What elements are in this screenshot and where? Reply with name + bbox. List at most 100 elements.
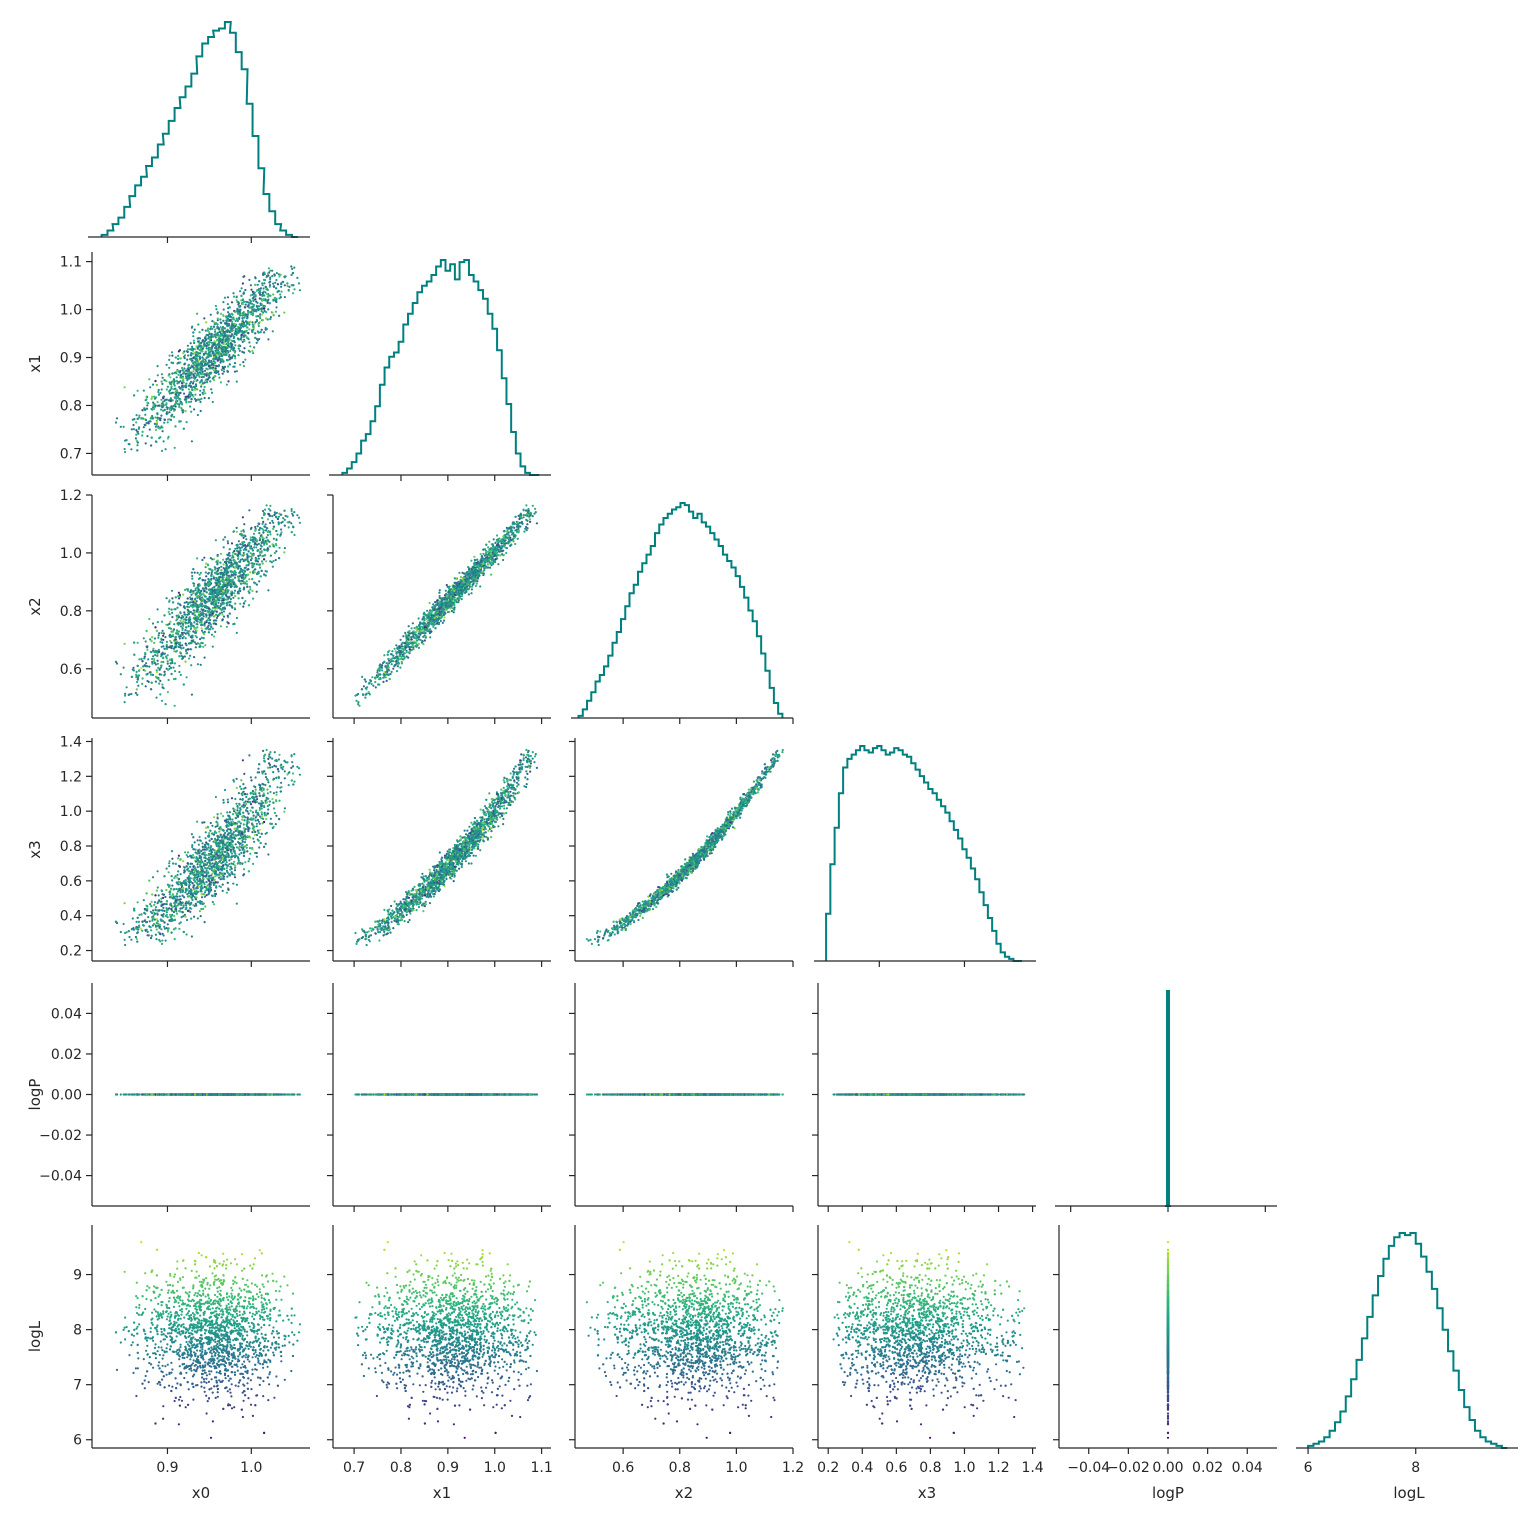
scatter-point: [372, 685, 374, 687]
scatter-point: [199, 371, 201, 373]
scatter-point: [201, 630, 203, 632]
scatter-point: [265, 549, 267, 551]
scatter-point: [232, 324, 234, 326]
scatter-point: [239, 338, 241, 340]
scatter-point: [159, 417, 161, 419]
scatter-point: [226, 384, 228, 386]
scatter-point: [267, 296, 269, 298]
scatter-point: [268, 281, 270, 283]
scatter-point: [292, 272, 294, 274]
scatter-point: [184, 661, 186, 663]
scatter-point: [149, 386, 151, 388]
scatter-point: [202, 579, 204, 581]
scatter-point: [202, 340, 204, 342]
scatter-point: [183, 350, 185, 352]
scatter-point: [160, 409, 162, 411]
scatter-point: [180, 374, 182, 376]
scatter-point: [229, 319, 231, 321]
scatter-point: [238, 330, 240, 332]
scatter-point: [185, 401, 187, 403]
scatter-point: [220, 572, 222, 574]
scatter-point: [258, 338, 260, 340]
scatter-point: [200, 410, 202, 412]
scatter-point: [232, 582, 234, 584]
scatter-point: [243, 602, 245, 604]
scatter-point: [216, 326, 218, 328]
scatter-point: [236, 296, 238, 298]
scatter-point: [275, 530, 277, 532]
scatter-point: [232, 574, 234, 576]
scatter-point: [179, 398, 181, 400]
scatter-point: [249, 586, 251, 588]
scatter-point: [186, 369, 188, 371]
scatter-point: [262, 292, 264, 294]
panel-x2-vs-x1: [327, 495, 551, 724]
scatter-point: [146, 630, 148, 632]
scatter-point: [262, 562, 264, 564]
scatter-point: [202, 600, 204, 602]
scatter-point: [249, 545, 251, 547]
scatter-point: [187, 395, 189, 397]
scatter-point: [142, 677, 144, 679]
scatter-point: [176, 376, 178, 378]
scatter-point: [231, 594, 233, 596]
scatter-point: [183, 428, 185, 430]
scatter-point: [232, 349, 234, 351]
scatter-point: [185, 637, 187, 639]
scatter-point: [227, 542, 229, 544]
scatter-point: [239, 350, 241, 352]
scatter-point: [239, 574, 241, 576]
scatter-point: [266, 536, 268, 538]
scatter-point: [277, 283, 279, 285]
scatter-point: [190, 401, 192, 403]
scatter-point: [262, 539, 264, 541]
scatter-point: [239, 543, 241, 545]
scatter-point: [222, 607, 224, 609]
scatter-point: [162, 401, 164, 403]
scatter-point: [237, 558, 239, 560]
scatter-point: [242, 516, 244, 518]
scatter-point: [206, 598, 208, 600]
scatter-point: [206, 357, 208, 359]
scatter-point: [145, 419, 147, 421]
scatter-point: [261, 517, 263, 519]
scatter-point: [270, 316, 272, 318]
scatter-point: [166, 641, 168, 643]
scatter-point: [292, 284, 294, 286]
scatter-point: [216, 570, 218, 572]
scatter-point: [196, 366, 198, 368]
scatter-point: [206, 372, 208, 374]
scatter-point: [216, 611, 218, 613]
scatter-point: [197, 372, 199, 374]
scatter-point: [163, 632, 165, 634]
scatter-point: [205, 588, 207, 590]
scatter-point: [193, 590, 195, 592]
scatter-point: [263, 558, 265, 560]
scatter-point: [275, 299, 277, 301]
scatter-point: [174, 705, 176, 707]
scatter-point: [169, 389, 171, 391]
scatter-point: [242, 361, 244, 363]
scatter-point: [205, 615, 207, 617]
scatter-point: [252, 300, 254, 302]
scatter-point: [220, 603, 222, 605]
scatter-point: [293, 288, 295, 290]
scatter-point: [247, 555, 249, 557]
scatter-point: [160, 674, 162, 676]
scatter-point: [191, 394, 193, 396]
scatter-point: [227, 303, 229, 305]
scatter-point: [202, 358, 204, 360]
scatter-point: [274, 282, 276, 284]
scatter-point: [191, 635, 193, 637]
scatter-point: [138, 658, 140, 660]
scatter-point: [263, 573, 265, 575]
scatter-point: [165, 703, 167, 705]
scatter-point: [136, 694, 138, 696]
scatter-point: [204, 392, 206, 394]
scatter-point: [195, 351, 197, 353]
scatter-point: [264, 554, 266, 556]
scatter-point: [209, 341, 211, 343]
scatter-point: [136, 688, 138, 690]
scatter-point: [215, 305, 217, 307]
scatter-point: [189, 591, 191, 593]
